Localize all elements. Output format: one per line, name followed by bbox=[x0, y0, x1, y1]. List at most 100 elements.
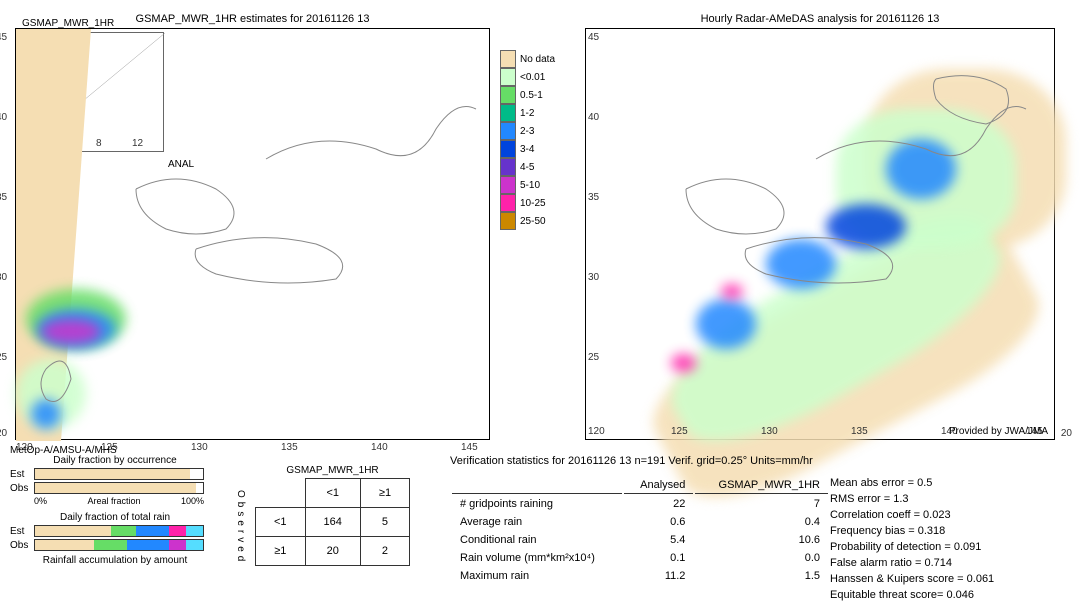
left-coastlines bbox=[16, 29, 491, 441]
stats-val-a: 0.1 bbox=[624, 550, 693, 566]
legend-row: 3-4 bbox=[500, 140, 570, 158]
stats-val-a: 0.6 bbox=[624, 514, 693, 530]
legend-row: 4-5 bbox=[500, 158, 570, 176]
stats-label: Maximum rain bbox=[452, 568, 622, 584]
bar-segment bbox=[136, 526, 170, 536]
bar-segment bbox=[190, 469, 203, 479]
est-label: Est bbox=[10, 469, 34, 480]
color-legend: No data<0.010.5-11-22-33-44-55-1010-2525… bbox=[500, 50, 570, 230]
legend-swatch bbox=[500, 212, 516, 230]
legend-swatch bbox=[500, 50, 516, 68]
stats-row: Rain volume (mm*km²x10⁴)0.10.0 bbox=[452, 550, 828, 566]
legend-label: 25-50 bbox=[520, 216, 546, 227]
ct-v12: 5 bbox=[360, 508, 409, 537]
stats-val-b: 0.0 bbox=[695, 550, 828, 566]
tot-est-row: Est bbox=[10, 525, 220, 537]
occ-obs-track bbox=[34, 482, 204, 494]
axis-mid: Areal fraction bbox=[87, 496, 140, 506]
stats-label: Average rain bbox=[452, 514, 622, 530]
contingency-table: <1≥1 <11645 ≥1202 bbox=[255, 478, 410, 566]
stats-val-b: 7 bbox=[695, 496, 828, 512]
r-xtick-3: 135 bbox=[851, 426, 868, 437]
tot-title: Daily fraction of total rain bbox=[10, 512, 220, 523]
bar-segment bbox=[94, 540, 128, 550]
legend-swatch bbox=[500, 104, 516, 122]
ct-row1: <1 bbox=[256, 508, 306, 537]
legend-label: 3-4 bbox=[520, 144, 534, 155]
metrics-col: Mean abs error = 0.5RMS error = 1.3Corre… bbox=[830, 475, 1070, 603]
ct-vlabel: Observed bbox=[235, 490, 246, 565]
r-xtick-1: 125 bbox=[671, 426, 688, 437]
stats-table: AnalysedGSMAP_MWR_1HR # gridpoints raini… bbox=[450, 475, 830, 586]
stats-row: # gridpoints raining227 bbox=[452, 496, 828, 512]
obs-label2: Obs bbox=[10, 540, 34, 551]
bar-segment bbox=[35, 483, 196, 493]
legend-row: 0.5-1 bbox=[500, 86, 570, 104]
metric-line: Equitable threat score= 0.046 bbox=[830, 587, 1070, 603]
stats-label: Rain volume (mm*km²x10⁴) bbox=[452, 550, 622, 566]
stats-row: Average rain0.60.4 bbox=[452, 514, 828, 530]
bar-segment bbox=[186, 540, 203, 550]
ct-title: GSMAP_MWR_1HR bbox=[255, 465, 410, 476]
legend-swatch bbox=[500, 68, 516, 86]
stats-col-a: Analysed bbox=[624, 477, 693, 494]
occ-est-track bbox=[34, 468, 204, 480]
metric-line: RMS error = 1.3 bbox=[830, 491, 1070, 507]
ct-row2: ≥1 bbox=[256, 537, 306, 566]
occ-est-row: Est bbox=[10, 468, 220, 480]
r-ytick-5: 45 bbox=[588, 32, 599, 43]
l-xtick-3: 135 bbox=[281, 442, 298, 453]
r-ytick-4: 40 bbox=[588, 112, 599, 123]
l-ytick-0: 20 bbox=[0, 428, 7, 439]
legend-row: 10-25 bbox=[500, 194, 570, 212]
r-ytick-0: 20 bbox=[1061, 428, 1072, 439]
obs-label: Obs bbox=[10, 483, 34, 494]
l-xtick-2: 130 bbox=[191, 442, 208, 453]
ct-v21: 20 bbox=[305, 537, 360, 566]
axis-100: 100% bbox=[181, 496, 204, 506]
axis-0: 0% bbox=[34, 496, 47, 506]
r-xtick-0: 120 bbox=[588, 426, 605, 437]
legend-swatch bbox=[500, 194, 516, 212]
legend-label: 2-3 bbox=[520, 126, 534, 137]
est-label2: Est bbox=[10, 526, 34, 537]
stats-row: Maximum rain11.21.5 bbox=[452, 568, 828, 584]
contingency-block: Observed GSMAP_MWR_1HR <1≥1 <11645 ≥1202 bbox=[255, 465, 410, 566]
metric-line: Hanssen & Kuipers score = 0.061 bbox=[830, 571, 1070, 587]
bar-segment bbox=[169, 526, 186, 536]
inset-label: GSMAP_MWR_1HR bbox=[22, 18, 114, 29]
ct-v22: 2 bbox=[360, 537, 409, 566]
bar-segment bbox=[186, 526, 203, 536]
l-ytick-5: 45 bbox=[0, 32, 7, 43]
stats-val-b: 10.6 bbox=[695, 532, 828, 548]
bar-segment bbox=[35, 540, 94, 550]
stats-label: Conditional rain bbox=[452, 532, 622, 548]
stats-val-b: 1.5 bbox=[695, 568, 828, 584]
metric-line: Correlation coeff = 0.023 bbox=[830, 507, 1070, 523]
legend-label: No data bbox=[520, 54, 555, 65]
bar-axis-1: 0% Areal fraction 100% bbox=[34, 496, 204, 506]
metric-line: Frequency bias = 0.318 bbox=[830, 523, 1070, 539]
legend-row: 1-2 bbox=[500, 104, 570, 122]
occ-title: Daily fraction by occurrence bbox=[10, 455, 220, 466]
l-xtick-4: 140 bbox=[371, 442, 388, 453]
legend-label: 10-25 bbox=[520, 198, 546, 209]
metric-line: Mean abs error = 0.5 bbox=[830, 475, 1070, 491]
stats-row: Conditional rain5.410.6 bbox=[452, 532, 828, 548]
r-ytick-3: 35 bbox=[588, 192, 599, 203]
legend-label: 5-10 bbox=[520, 180, 540, 191]
legend-swatch bbox=[500, 176, 516, 194]
legend-label: 1-2 bbox=[520, 108, 534, 119]
legend-swatch bbox=[500, 158, 516, 176]
l-xtick-5: 145 bbox=[461, 442, 478, 453]
metric-line: False alarm ratio = 0.714 bbox=[830, 555, 1070, 571]
bar-segment bbox=[111, 526, 136, 536]
ct-col1: <1 bbox=[305, 479, 360, 508]
occ-obs-row: Obs bbox=[10, 482, 220, 494]
bar-segment bbox=[196, 483, 203, 493]
left-map-panel: GSMAP_MWR_1HR estimates for 20161126 13 … bbox=[15, 28, 490, 440]
acc-title: Rainfall accumulation by amount bbox=[10, 555, 220, 566]
ct-col2: ≥1 bbox=[360, 479, 409, 508]
stats-val-a: 22 bbox=[624, 496, 693, 512]
ct-v11: 164 bbox=[305, 508, 360, 537]
